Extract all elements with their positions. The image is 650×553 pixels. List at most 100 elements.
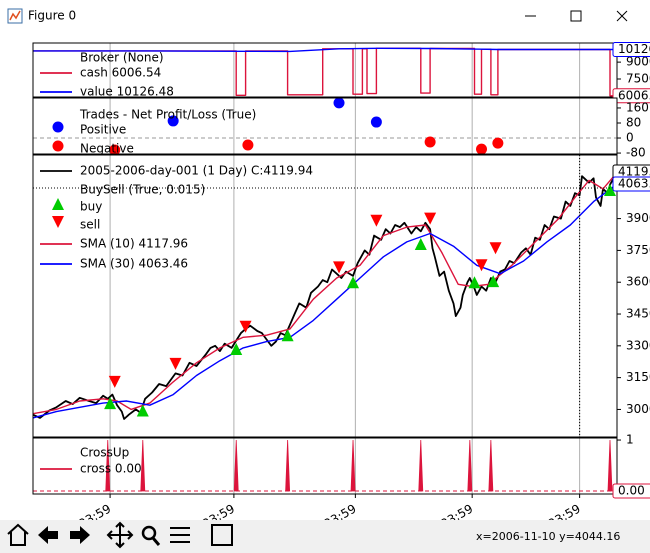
cross-spike <box>233 440 239 492</box>
status-text: x=2006-11-10 y=4044.16 <box>476 530 620 543</box>
value-tag <box>612 41 650 57</box>
sell-marker <box>239 320 252 333</box>
value-tag-label: 4119.94 <box>618 164 650 178</box>
y-tick-label: 1 <box>626 433 634 447</box>
buy-marker <box>487 275 500 288</box>
trade-marker <box>476 143 488 155</box>
value-tag-label: 6006.54 <box>618 88 650 102</box>
trade-marker <box>492 137 504 149</box>
legend-label: value 10126.48 <box>80 85 174 99</box>
legend-label: cash 6006.54 <box>80 66 161 80</box>
series-line <box>33 171 617 415</box>
series-line <box>33 171 617 420</box>
back-button[interactable] <box>38 526 58 544</box>
legend-title: Broker (None) <box>80 51 164 65</box>
value-tag-label: 10126.48 <box>618 42 650 56</box>
legend-title: CrossUp <box>80 446 129 460</box>
legend-marker <box>52 121 64 133</box>
sell-marker <box>370 214 383 227</box>
app-icon <box>7 8 23 24</box>
legend-label: SMA (30) 4063.46 <box>80 257 188 271</box>
trade-marker <box>109 144 121 156</box>
plot-frame <box>32 42 618 98</box>
y-tick-label: 3000 <box>626 402 650 416</box>
buy-marker <box>468 276 481 289</box>
configure-button[interactable] <box>170 527 190 543</box>
cross-spike <box>140 440 146 492</box>
value-tag <box>612 483 650 499</box>
title-bar <box>0 0 650 33</box>
y-tick-label: 3300 <box>626 338 650 352</box>
figure: 7500 9000 cash 6006.54 value 10126.48 Broker… <box>32 41 650 531</box>
legend-label: SMA (10) 4117.96 <box>80 237 188 251</box>
legend-title: BuySell (True, 0.015) <box>80 183 205 197</box>
y-tick-label: 160 <box>626 100 649 114</box>
buy-marker <box>414 238 427 251</box>
close-button[interactable] <box>616 10 628 22</box>
y-tick-label: 9000 <box>626 55 650 69</box>
plot-frame <box>32 97 618 155</box>
plot-area <box>33 438 617 494</box>
sell-marker <box>108 375 121 388</box>
maximize-button[interactable] <box>570 10 582 22</box>
trade-marker <box>370 116 382 128</box>
value-tag-label: 0.00 <box>618 483 645 497</box>
y-tick-label: 7500 <box>626 72 650 86</box>
y-tick-label: 80 <box>626 115 641 129</box>
y-tick-label: 3900 <box>626 211 650 225</box>
buy-marker <box>230 343 243 356</box>
sell-marker <box>475 259 488 272</box>
cross-spike <box>105 440 111 492</box>
pan-button[interactable] <box>106 521 134 549</box>
legend-label: Negative <box>80 142 134 156</box>
legend-marker <box>52 140 64 152</box>
value-tag-label: 4063.46 <box>618 176 650 190</box>
legend-label: sell <box>80 218 100 232</box>
toolbar-icons <box>7 521 233 549</box>
sell-marker <box>489 242 502 255</box>
zoom-button[interactable] <box>141 525 161 546</box>
plot-area <box>33 155 617 437</box>
buy-marker <box>281 329 294 342</box>
legend-title: Trades - Net Profit/Loss (True) <box>79 108 256 122</box>
trade-marker <box>424 136 436 148</box>
cross-spike <box>488 440 494 492</box>
buy-marker <box>603 183 616 196</box>
legend-label: cross 0.00 <box>80 462 142 476</box>
series-line <box>33 47 617 53</box>
legend-marker <box>52 198 64 210</box>
sell-marker <box>424 212 437 225</box>
cross-spike <box>607 440 613 492</box>
value-tag <box>612 88 650 104</box>
y-tick-label: -80 <box>626 146 646 160</box>
y-tick-label: 3750 <box>626 243 650 257</box>
plot-frame <box>32 437 618 495</box>
y-tick-label: 0 <box>626 131 634 145</box>
cross-spike <box>418 440 424 492</box>
plot-area <box>33 98 617 154</box>
legend-marker <box>52 216 64 228</box>
home-button[interactable] <box>7 523 29 546</box>
cross-spike <box>285 440 291 492</box>
trade-marker <box>242 139 254 151</box>
plot-layer <box>33 171 617 420</box>
plot-frame <box>32 154 618 438</box>
forward-button[interactable] <box>70 526 90 544</box>
y-tick-label: 3150 <box>626 370 650 384</box>
series-line <box>33 183 617 419</box>
buy-marker <box>347 276 360 289</box>
plot-area <box>33 43 617 97</box>
legend-label: 2005-2006-day-001 (1 Day) C:4119.94 <box>80 164 313 178</box>
plot-layer <box>33 440 617 492</box>
y-tick-label: 3450 <box>626 307 650 321</box>
sell-marker <box>169 357 182 370</box>
save-button[interactable] <box>211 524 233 546</box>
legend-label: Positive <box>80 123 126 137</box>
plot-layer <box>33 47 617 97</box>
series-line <box>33 47 617 97</box>
y-tick-label: 3600 <box>626 275 650 289</box>
cross-spike <box>350 440 356 492</box>
trade-marker <box>167 115 179 127</box>
sell-marker <box>333 261 346 274</box>
